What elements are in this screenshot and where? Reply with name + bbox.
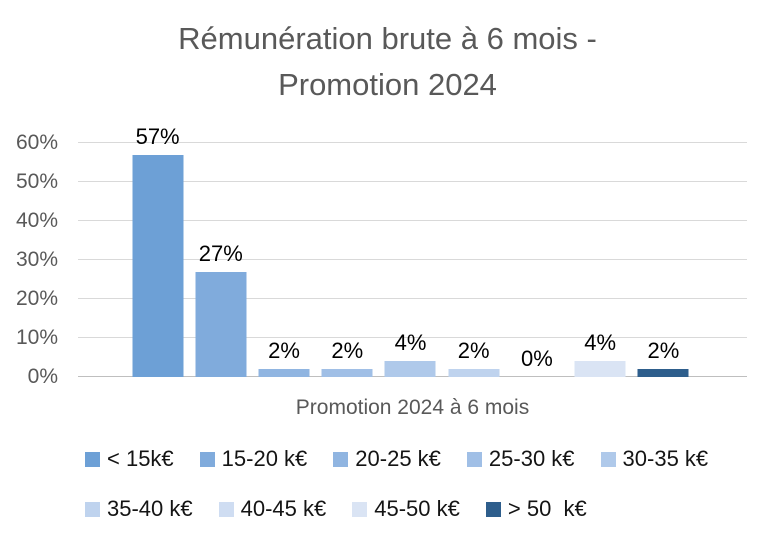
bar-slot: 0%	[505, 143, 568, 377]
y-tick-label: 0%	[27, 365, 58, 388]
legend-label: 25-30 k€	[488, 446, 575, 471]
legend-swatch	[85, 451, 100, 467]
legend-label: 45-50 k€	[374, 496, 460, 521]
legend-swatch	[199, 451, 215, 467]
bar-slot: 4%	[569, 143, 632, 377]
x-axis-title: Promotion 2024 à 6 mois	[295, 396, 530, 419]
gridline	[78, 337, 747, 339]
legend-swatch	[600, 451, 616, 467]
bar	[448, 369, 500, 377]
bar-slot: 57%	[126, 124, 189, 377]
legend-swatch	[85, 501, 100, 517]
bar	[132, 154, 184, 377]
legend-swatch	[333, 451, 349, 467]
gridline	[78, 181, 747, 182]
chart-title: Rémunération brute à 6 mois - Promotion …	[0, 16, 775, 108]
bar	[574, 361, 626, 377]
bar-value-label: 2%	[268, 338, 300, 364]
bar-value-label: 4%	[394, 330, 427, 356]
bar-value-label: 4%	[584, 330, 617, 356]
legend-item: 15-20 k€	[199, 446, 308, 472]
legend-item: < 15k€	[85, 446, 174, 472]
bar	[321, 369, 373, 377]
y-axis: 0% 10% 20% 30% 40% 50% 60%	[0, 132, 58, 388]
bar-value-label: 2%	[457, 338, 490, 364]
bar	[258, 369, 310, 377]
y-tick-label: 40%	[15, 209, 58, 233]
plot-area: 57% 27% 2% 2% 4% 2% 0% 4% 2%	[78, 124, 747, 377]
legend-label: < 15k€	[107, 446, 174, 471]
legend-item: > 50 k€	[485, 496, 587, 522]
y-tick-label: 30%	[15, 248, 58, 271]
legend-label: > 50 k€	[507, 496, 587, 521]
gridline	[78, 259, 747, 260]
bar	[637, 369, 689, 377]
legend-swatch	[485, 501, 501, 517]
bars-row: 57% 27% 2% 2% 4% 2% 0% 4% 2%	[126, 124, 695, 377]
legend-label: 40-45 k€	[240, 496, 327, 521]
bar-value-label: 27%	[198, 240, 243, 266]
bar-slot: 2%	[252, 143, 315, 377]
bar-value-label: 57%	[135, 123, 180, 149]
legend-label: 30-35 k€	[622, 446, 709, 471]
y-tick-label: 20%	[15, 287, 58, 311]
gridline	[78, 220, 747, 222]
legend-item: 30-35 k€	[600, 446, 709, 472]
bar-slot: 2%	[632, 143, 695, 377]
chart-title-line-1: Rémunération brute à 6 mois -	[178, 21, 597, 56]
bar-slot: 27%	[189, 143, 252, 377]
y-tick-label: 60%	[15, 131, 58, 154]
legend-item: 45-50 k€	[352, 496, 460, 522]
bar-value-label: 0%	[521, 346, 553, 371]
gridline	[78, 298, 747, 300]
y-tick-label: 50%	[15, 170, 58, 193]
bar	[384, 361, 436, 377]
bar-value-label: 2%	[647, 338, 680, 364]
bar-slot: 4%	[379, 143, 442, 377]
bar-slot: 2%	[442, 143, 505, 377]
legend-item: 25-30 k€	[466, 446, 575, 472]
legend-label: 20-25 k€	[355, 446, 441, 471]
legend: < 15k€ 15-20 k€ 20-25 k€ 25-30 k€ 30-35 k€ 35…	[85, 446, 733, 522]
legend-label: 15-20 k€	[221, 446, 308, 471]
legend-label: 35-40 k€	[107, 496, 193, 521]
legend-item: 20-25 k€	[333, 446, 441, 472]
bar-value-label: 2%	[331, 338, 364, 364]
bar-slot: 2%	[316, 143, 379, 377]
legend-swatch	[466, 451, 482, 467]
legend-swatch	[218, 501, 234, 517]
legend-item: 40-45 k€	[218, 496, 327, 522]
legend-swatch	[352, 501, 368, 517]
y-tick-label: 10%	[15, 326, 58, 350]
chart-title-line-2: Promotion 2024	[278, 67, 497, 102]
legend-item: 35-40 k€	[85, 496, 193, 522]
bar	[195, 271, 247, 377]
gridline	[78, 142, 747, 143]
